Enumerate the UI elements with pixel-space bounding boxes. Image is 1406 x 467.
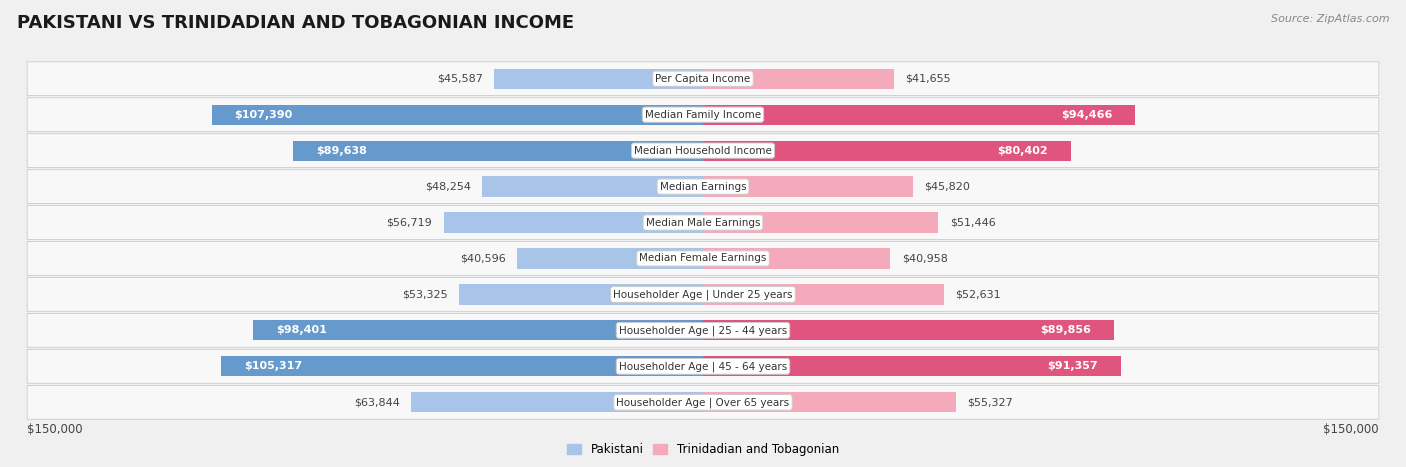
Text: Median Female Earnings: Median Female Earnings [640,254,766,263]
Bar [703,212,938,233]
Bar [460,284,703,304]
Bar [517,248,703,269]
Text: $105,317: $105,317 [245,361,302,371]
Text: $53,325: $53,325 [402,290,447,299]
Text: $150,000: $150,000 [27,423,83,436]
Text: $41,655: $41,655 [905,74,950,84]
Text: PAKISTANI VS TRINIDADIAN AND TOBAGONIAN INCOME: PAKISTANI VS TRINIDADIAN AND TOBAGONIAN … [17,14,574,32]
Text: Householder Age | Over 65 years: Householder Age | Over 65 years [616,397,790,408]
Bar [443,212,703,233]
Text: $80,402: $80,402 [997,146,1047,156]
Bar [221,356,703,376]
Bar [253,320,703,340]
Text: Median Male Earnings: Median Male Earnings [645,218,761,227]
FancyBboxPatch shape [27,62,1379,96]
Text: $40,596: $40,596 [460,254,506,263]
Bar [411,392,703,412]
FancyBboxPatch shape [27,205,1379,240]
Text: $89,638: $89,638 [316,146,367,156]
FancyBboxPatch shape [27,98,1379,132]
Text: $91,357: $91,357 [1047,361,1098,371]
Bar [703,105,1135,125]
Text: $63,844: $63,844 [354,397,399,407]
Text: Source: ZipAtlas.com: Source: ZipAtlas.com [1271,14,1389,24]
Text: $45,587: $45,587 [437,74,484,84]
Bar [703,284,943,304]
Text: $98,401: $98,401 [276,325,326,335]
FancyBboxPatch shape [27,134,1379,168]
Text: Median Household Income: Median Household Income [634,146,772,156]
Legend: Pakistani, Trinidadian and Tobagonian: Pakistani, Trinidadian and Tobagonian [562,439,844,461]
Bar [703,248,890,269]
Bar [703,356,1121,376]
FancyBboxPatch shape [27,170,1379,204]
FancyBboxPatch shape [27,349,1379,383]
Text: $55,327: $55,327 [967,397,1014,407]
Bar [703,320,1114,340]
Bar [703,69,894,89]
FancyBboxPatch shape [27,385,1379,419]
FancyBboxPatch shape [27,313,1379,347]
Text: $51,446: $51,446 [950,218,995,227]
Text: $150,000: $150,000 [1323,423,1379,436]
Bar [495,69,703,89]
Bar [482,177,703,197]
Text: $45,820: $45,820 [924,182,970,191]
Bar [292,141,703,161]
Text: $40,958: $40,958 [901,254,948,263]
Text: $107,390: $107,390 [235,110,292,120]
Bar [703,177,912,197]
Text: Median Earnings: Median Earnings [659,182,747,191]
Text: $56,719: $56,719 [387,218,432,227]
FancyBboxPatch shape [27,277,1379,311]
Bar [703,141,1071,161]
Text: Householder Age | 45 - 64 years: Householder Age | 45 - 64 years [619,361,787,372]
Bar [703,392,956,412]
FancyBboxPatch shape [27,241,1379,276]
Text: Median Family Income: Median Family Income [645,110,761,120]
Text: $48,254: $48,254 [425,182,471,191]
Text: $89,856: $89,856 [1040,325,1091,335]
Text: Householder Age | 25 - 44 years: Householder Age | 25 - 44 years [619,325,787,336]
Text: Householder Age | Under 25 years: Householder Age | Under 25 years [613,289,793,300]
Text: $94,466: $94,466 [1062,110,1112,120]
Text: Per Capita Income: Per Capita Income [655,74,751,84]
Bar [212,105,703,125]
Text: $52,631: $52,631 [955,290,1001,299]
